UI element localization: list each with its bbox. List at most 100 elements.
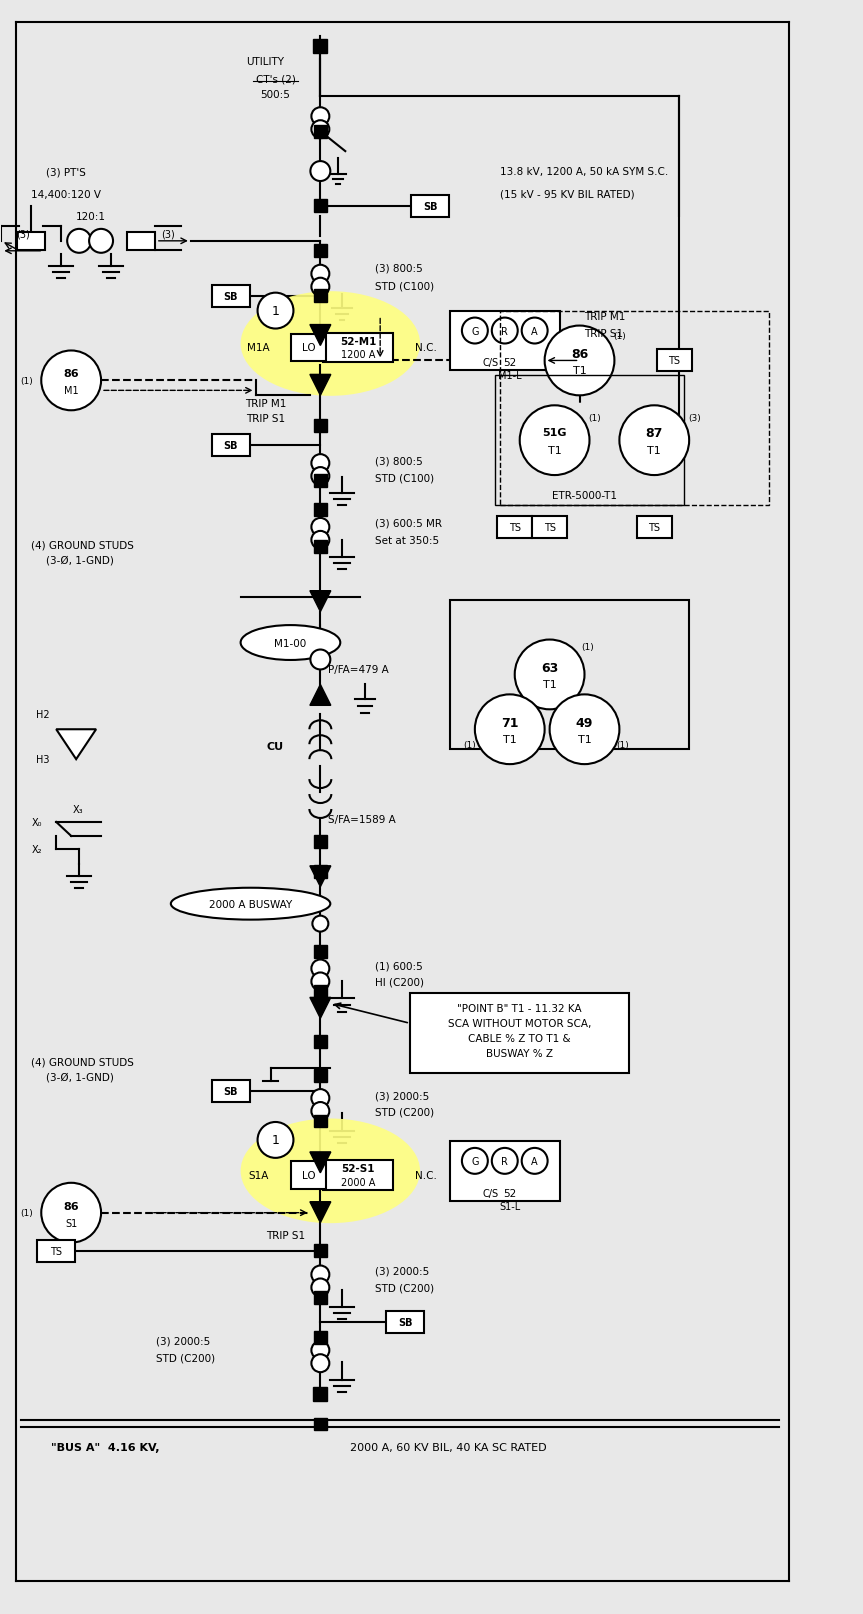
Text: (4) GROUND STUDS: (4) GROUND STUDS	[31, 1057, 134, 1067]
Text: T1: T1	[647, 445, 661, 455]
Ellipse shape	[241, 626, 340, 660]
Text: 52: 52	[503, 1188, 516, 1198]
Text: (3) PT'S: (3) PT'S	[47, 166, 86, 178]
Circle shape	[475, 696, 545, 765]
Bar	[314, 420, 327, 433]
Text: STD (C100): STD (C100)	[375, 473, 434, 483]
Text: G: G	[471, 1156, 479, 1167]
Bar	[314, 1291, 327, 1304]
Text: (3): (3)	[688, 413, 701, 423]
Text: SB: SB	[224, 441, 238, 450]
Circle shape	[67, 229, 91, 253]
Circle shape	[545, 326, 614, 395]
Bar	[37, 1240, 75, 1262]
Bar	[17, 232, 45, 250]
Text: 71: 71	[501, 717, 519, 730]
Text: 63: 63	[541, 662, 558, 675]
Text: P/FA=479 A: P/FA=479 A	[328, 665, 389, 675]
Text: (1): (1)	[616, 741, 629, 749]
Polygon shape	[310, 1152, 331, 1173]
Circle shape	[492, 1148, 518, 1173]
Text: 52-M1: 52-M1	[340, 336, 376, 347]
Circle shape	[312, 973, 330, 991]
Text: (3) 2000:5: (3) 2000:5	[375, 1091, 430, 1101]
Text: C/S: C/S	[482, 1188, 499, 1198]
Text: R: R	[501, 326, 508, 336]
Text: BUSWAY % Z: BUSWAY % Z	[486, 1049, 553, 1059]
Circle shape	[312, 1354, 330, 1372]
Text: TRIP S1: TRIP S1	[266, 1230, 305, 1240]
Circle shape	[312, 518, 330, 536]
Circle shape	[312, 531, 330, 549]
Text: TS: TS	[648, 523, 660, 533]
Text: H2: H2	[36, 710, 50, 720]
Text: (1): (1)	[20, 1209, 33, 1217]
Circle shape	[312, 917, 328, 931]
Text: (4) GROUND STUDS: (4) GROUND STUDS	[31, 541, 134, 550]
Text: 49: 49	[576, 717, 593, 730]
Bar	[314, 291, 327, 303]
Circle shape	[522, 318, 548, 344]
Circle shape	[462, 1148, 488, 1173]
Text: X₃: X₃	[73, 804, 84, 815]
Text: S1-L: S1-L	[499, 1201, 520, 1210]
Bar	[313, 1388, 327, 1401]
Text: CT's (2): CT's (2)	[255, 74, 295, 84]
Text: LO: LO	[301, 344, 315, 353]
Text: (1): (1)	[613, 332, 626, 341]
Bar	[314, 865, 327, 878]
Text: 500:5: 500:5	[261, 90, 291, 100]
Circle shape	[312, 121, 330, 139]
Circle shape	[312, 1265, 330, 1283]
Text: (3): (3)	[16, 229, 30, 240]
Text: CABLE % Z TO T1 &: CABLE % Z TO T1 &	[469, 1033, 571, 1044]
Circle shape	[620, 407, 690, 476]
Bar	[314, 946, 327, 959]
Text: (3) 800:5: (3) 800:5	[375, 263, 423, 273]
Bar	[314, 126, 327, 139]
Text: Set at 350:5: Set at 350:5	[375, 536, 439, 546]
Bar	[410, 994, 629, 1073]
Bar	[314, 1332, 327, 1344]
Text: HI (C200): HI (C200)	[375, 976, 425, 986]
Bar	[314, 475, 327, 487]
Bar	[314, 541, 327, 554]
Text: (3-Ø, 1-GND): (3-Ø, 1-GND)	[47, 1072, 114, 1081]
Ellipse shape	[241, 1119, 420, 1223]
Text: 13.8 kV, 1200 A, 50 kA SYM S.C.: 13.8 kV, 1200 A, 50 kA SYM S.C.	[500, 166, 668, 178]
Circle shape	[257, 1122, 293, 1159]
Text: 86: 86	[571, 347, 589, 362]
Text: SB: SB	[224, 1086, 238, 1096]
Circle shape	[41, 352, 101, 412]
Polygon shape	[310, 591, 331, 612]
Text: 87: 87	[646, 426, 663, 439]
Circle shape	[89, 229, 113, 253]
Bar	[497, 516, 532, 539]
Text: H3: H3	[36, 755, 50, 765]
Bar	[450, 312, 559, 371]
Text: T1: T1	[573, 366, 586, 376]
Text: 51G: 51G	[542, 428, 567, 437]
Circle shape	[312, 960, 330, 978]
Text: SCA WITHOUT MOTOR SCA,: SCA WITHOUT MOTOR SCA,	[448, 1018, 591, 1028]
Text: TS: TS	[508, 523, 520, 533]
Bar	[314, 1035, 327, 1047]
Bar	[450, 1141, 559, 1201]
Bar	[386, 1312, 424, 1333]
Text: M1: M1	[64, 386, 79, 395]
Text: N.C.: N.C.	[415, 344, 437, 353]
Text: TRIP S1: TRIP S1	[584, 328, 624, 339]
Circle shape	[312, 266, 330, 284]
Ellipse shape	[241, 292, 420, 397]
Text: T1: T1	[577, 734, 591, 744]
Bar	[324, 1160, 394, 1190]
Text: ETR-5000-T1: ETR-5000-T1	[552, 491, 617, 500]
Text: G: G	[471, 326, 479, 336]
Circle shape	[514, 641, 584, 710]
Text: 86: 86	[63, 370, 79, 379]
Bar	[314, 1115, 327, 1128]
Text: A: A	[532, 1156, 538, 1167]
Text: (1): (1)	[581, 642, 594, 652]
Text: S1: S1	[65, 1219, 78, 1228]
Text: CU: CU	[267, 742, 284, 752]
